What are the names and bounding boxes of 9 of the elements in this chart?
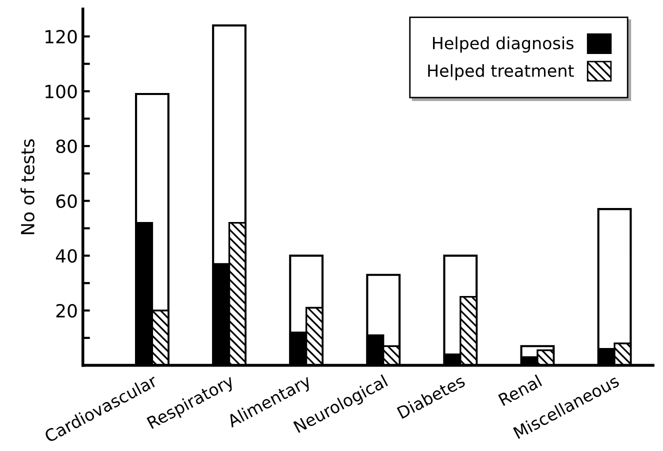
y-tick-label: 60	[56, 194, 77, 208]
legend-label: Helped diagnosis	[433, 36, 574, 53]
legend-label: Helped treatment	[428, 64, 574, 80]
y-tick-label: 40	[56, 249, 77, 263]
y-tick-label: 120	[46, 30, 77, 44]
y-tick-label: 20	[56, 304, 77, 318]
y-tick-label: 100	[46, 84, 77, 98]
y-tick-label: 80	[56, 140, 77, 154]
y-axis-title: No of tests	[20, 139, 34, 234]
